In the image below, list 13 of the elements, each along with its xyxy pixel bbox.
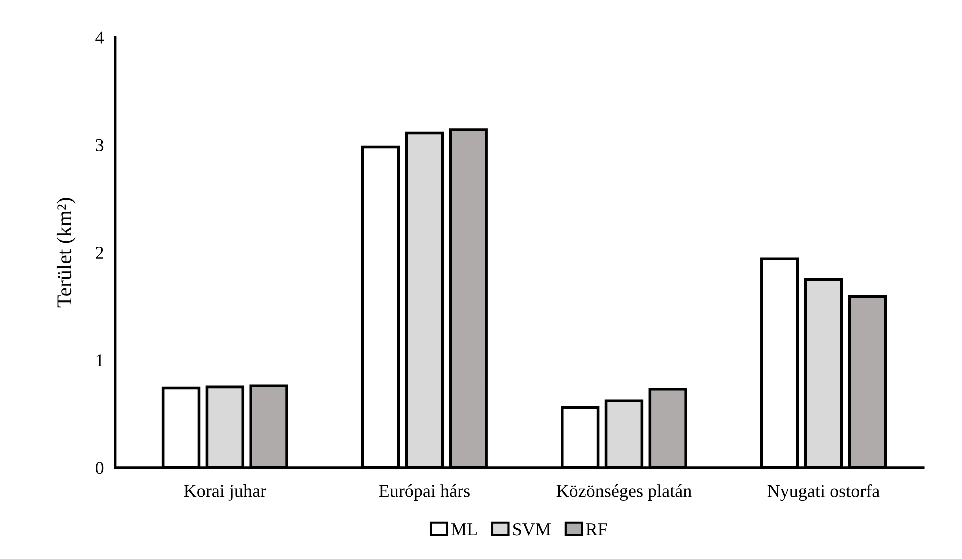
legend-label: SVM bbox=[514, 524, 551, 536]
y-tick-label: 1 bbox=[96, 354, 104, 367]
x-tick-label: Nyugati ostorfa bbox=[768, 484, 880, 502]
y-tick-label: 0 bbox=[96, 462, 104, 474]
x-tick-label: Közönséges platán bbox=[556, 484, 692, 501]
legend-label: ML bbox=[451, 524, 477, 536]
y-axis-title: Terület (km²) bbox=[56, 198, 76, 308]
y-tick-label: 4 bbox=[96, 32, 104, 44]
x-tick-label: Korai juhar bbox=[184, 484, 266, 501]
x-tick-label: Európai hárs bbox=[379, 484, 470, 501]
y-tick-label: 3 bbox=[96, 139, 104, 152]
legend-label: RF bbox=[586, 524, 608, 536]
y-tick-label: 2 bbox=[96, 246, 104, 259]
